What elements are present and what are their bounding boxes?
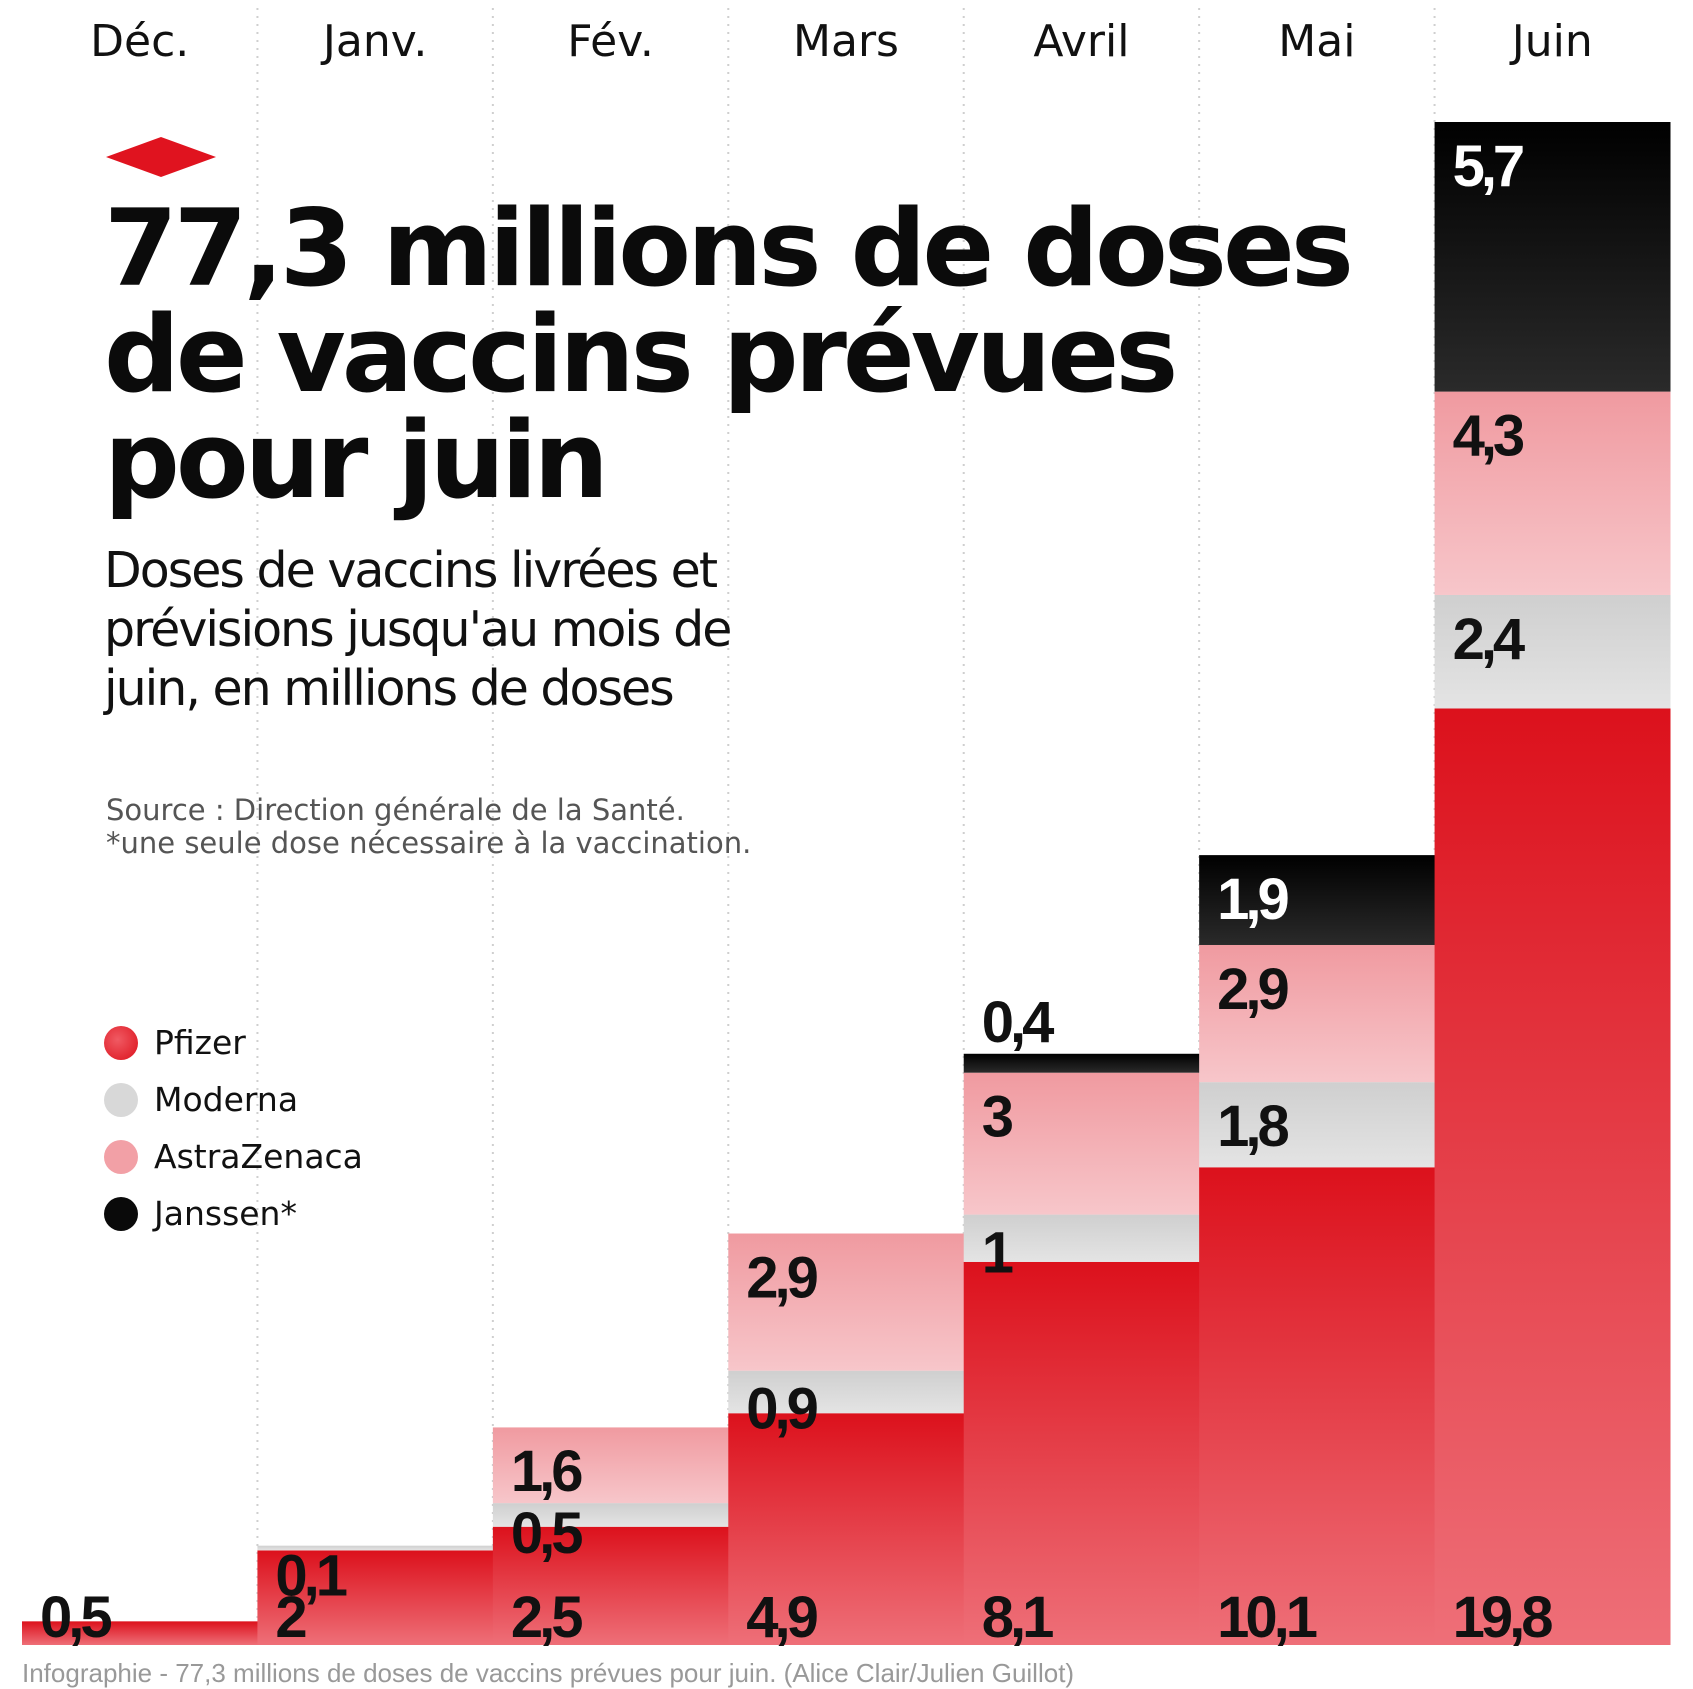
footnote-line: *une seule dose nécessaire à la vaccinat… — [106, 826, 752, 860]
legend-item-moderna: Moderna — [104, 1071, 363, 1128]
bar-astrazeneca-mai — [1199, 944, 1436, 1083]
legend-label: Moderna — [154, 1080, 299, 1119]
month-label-juin: Juin — [1509, 16, 1593, 67]
bar-janssen-mai — [1199, 855, 1436, 945]
astrazeneca-dot-icon — [104, 1139, 138, 1174]
month-label-mars: Mars — [793, 16, 899, 67]
image-caption: Infographie - 77,3 millions de doses de … — [22, 1658, 1075, 1688]
bar-moderna-avril — [963, 1214, 1200, 1262]
value-label-janssen-avril: 0,4 — [982, 990, 1054, 1055]
bar-pfizer-d-c — [22, 1621, 258, 1645]
legend-label: Janssen* — [154, 1194, 297, 1233]
legend: Pfizer Moderna AstraZenaca Janssen* — [104, 1014, 363, 1242]
value-label-pfizer-avril: 8,1 — [982, 1585, 1053, 1650]
moderna-dot-icon — [104, 1082, 138, 1117]
bar-astrazeneca-f-v — [492, 1427, 729, 1504]
month-label-avril: Avril — [1033, 16, 1129, 67]
chart-subtitle: Doses de vaccins livrées et prévisions j… — [104, 542, 732, 717]
bar-pfizer-janv — [257, 1550, 494, 1645]
value-label-pfizer-mai: 10,1 — [1217, 1585, 1317, 1650]
month-label-janv: Janv. — [320, 16, 427, 67]
value-label-moderna-mai: 1,8 — [1217, 1094, 1288, 1159]
value-label-moderna-janv: 0,1 — [275, 1544, 346, 1609]
legend-item-pfizer: Pfizer — [104, 1014, 363, 1071]
value-label-pfizer-f-v: 2,5 — [511, 1585, 582, 1650]
value-label-moderna-f-v: 0,5 — [511, 1501, 582, 1566]
value-label-astrazeneca-mars: 2,9 — [746, 1246, 817, 1311]
legend-item-janssen: Janssen* — [104, 1185, 363, 1242]
bar-moderna-mai — [1199, 1082, 1436, 1168]
bar-astrazeneca-avril — [963, 1072, 1200, 1215]
value-label-moderna-mars: 0,9 — [746, 1377, 817, 1442]
month-label-mai: Mai — [1278, 16, 1355, 67]
legend-item-astrazeneca: AstraZenaca — [104, 1128, 363, 1185]
bar-pfizer-juin — [1434, 708, 1671, 1645]
chart-title: 77,3 millions de doses de vaccins prévue… — [104, 187, 1354, 522]
red-diamond-icon — [106, 137, 216, 177]
value-label-moderna-avril: 1 — [982, 1221, 1013, 1286]
bar-janssen-juin — [1434, 122, 1671, 392]
value-label-pfizer-juin: 19,8 — [1453, 1585, 1553, 1650]
pfizer-dot-icon — [104, 1025, 138, 1060]
bar-janssen-avril — [963, 1053, 1200, 1073]
value-label-astrazeneca-avril: 3 — [982, 1085, 1013, 1150]
bar-astrazeneca-juin — [1434, 391, 1671, 595]
legend-label: AstraZenaca — [154, 1137, 363, 1176]
bar-moderna-f-v — [492, 1503, 729, 1527]
month-label-f-v: Fév. — [567, 16, 654, 67]
month-labels: Déc. Janv. Fév. Mars Avril Mai Juin — [90, 16, 1593, 67]
bar-pfizer-mai — [1199, 1167, 1436, 1645]
segment-labels: 0,5 20,12,50,51,64,90,92,98,1130,410,11,8… — [40, 134, 1556, 1650]
bar-moderna-juin — [1434, 594, 1671, 709]
source-note: Source : Direction générale de la Santé.… — [106, 794, 1006, 860]
bar-moderna-mars — [728, 1370, 965, 1414]
bar-pfizer-mars — [728, 1413, 965, 1645]
value-label-astrazeneca-f-v: 1,6 — [511, 1439, 582, 1504]
bars — [22, 122, 1671, 1645]
source-line: Source : Direction générale de la Santé. — [106, 793, 685, 827]
bar-astrazeneca-mars — [728, 1233, 965, 1371]
month-label-d-c: Déc. — [90, 16, 189, 67]
janssen-dot-icon — [104, 1196, 138, 1231]
value-label-moderna-juin: 2,4 — [1453, 607, 1525, 672]
bar-moderna-janv — [257, 1545, 494, 1551]
value-label-astrazeneca-mai: 2,9 — [1217, 957, 1288, 1022]
bar-pfizer-f-v — [492, 1526, 729, 1645]
value-label-janssen-mai: 1,9 — [1217, 867, 1288, 932]
value-label-pfizer-mars: 4,9 — [746, 1585, 817, 1650]
legend-label: Pfizer — [154, 1023, 246, 1062]
value-label-pfizer-d-c: 0,5 — [40, 1585, 111, 1650]
value-label-astrazeneca-juin: 4,3 — [1453, 404, 1524, 469]
bar-pfizer-avril — [963, 1261, 1200, 1645]
value-label-janssen-juin: 5,7 — [1453, 134, 1523, 199]
